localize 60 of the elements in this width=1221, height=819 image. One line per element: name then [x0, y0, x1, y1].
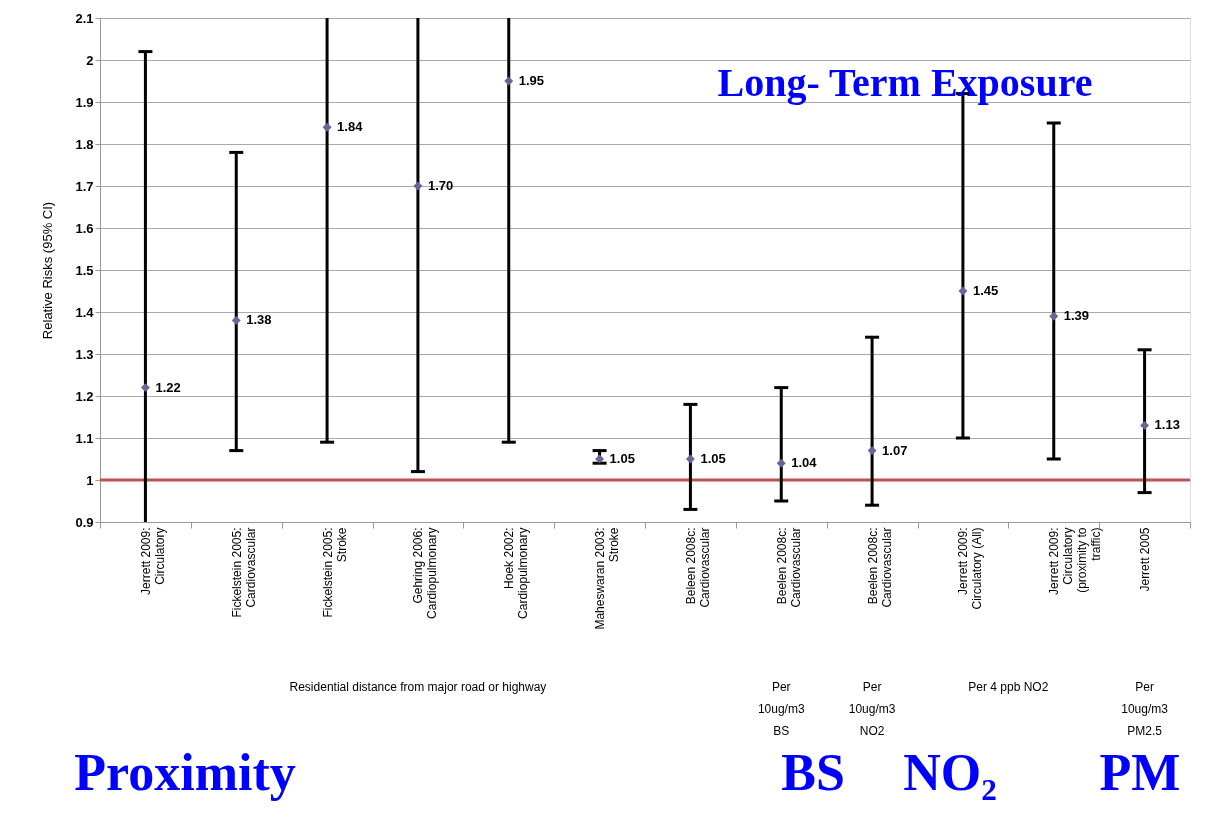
y-tick-label: 1.7 — [75, 178, 94, 194]
data-label: 1.04 — [791, 455, 818, 471]
x-tick-label: Jerrett 2009: Circulatory — [138, 527, 167, 595]
point — [140, 383, 150, 393]
x-tick-label: Beleen 2008c: Cardiovascular — [683, 527, 712, 608]
y-tick-label: 1.9 — [75, 94, 94, 110]
text: Per 10ug/m3 BS — [757, 680, 805, 738]
data-label: 1.05 — [609, 451, 635, 466]
data-label: 1.70 — [427, 178, 454, 193]
y-tick-label: 1.8 — [75, 136, 94, 152]
text: Residential distance from major road or highway — [289, 680, 547, 694]
x-tick-label: Jerrett 2005 — [1138, 527, 1153, 592]
point — [1140, 420, 1150, 430]
x-tick-label: Beelen 2008c: Cardiovascular — [774, 527, 803, 608]
data-label: 1.45 — [972, 283, 999, 298]
point — [595, 454, 605, 464]
text: Proximity — [74, 744, 296, 801]
point — [1049, 311, 1059, 321]
point — [504, 76, 514, 86]
point — [776, 458, 786, 468]
y-tick-label: 1.5 — [75, 262, 94, 278]
text: BS — [781, 744, 845, 801]
data-label: 1.05 — [700, 451, 726, 466]
y-tick-label: 1.1 — [75, 430, 94, 446]
x-tick-label: Fickelstein 2005: Stroke — [320, 527, 349, 618]
text: PM — [1099, 744, 1181, 801]
data-label: 1.95 — [518, 73, 545, 88]
y-tick-label: 1.3 — [75, 346, 94, 362]
data-label: 1.84 — [337, 119, 364, 135]
annotation: Long- Term Exposure — [717, 60, 1093, 105]
x-tick-label: Fickelstein 2005: Cardiovascular — [229, 527, 258, 618]
x-tick-label: Jerrett 2009: Circulatory (proximity to traffic) — [1047, 527, 1104, 595]
y-tick-label: 1.6 — [75, 220, 94, 236]
y-tick-label: 2.1 — [75, 10, 94, 26]
x-tick-label: Hoek 2002: Cardiopulmonary — [502, 527, 531, 619]
data-label: 1.38 — [246, 312, 272, 328]
x-tick-label: Gehring 2006: Cardiopulmonary — [411, 527, 440, 619]
text: Per 10ug/m3 PM2.5 — [1121, 680, 1169, 738]
text: Per 10ug/m3 NO2 — [848, 680, 896, 738]
point — [322, 122, 332, 132]
point — [867, 446, 877, 456]
y-tick-label: 2 — [86, 52, 94, 68]
data-label: 1.39 — [1063, 308, 1090, 324]
y-tick-label: 1 — [86, 472, 94, 488]
point — [958, 286, 968, 296]
point — [231, 315, 241, 325]
x-tick-label: Jerrett 2009: Circulatory (All) — [956, 527, 985, 610]
y-tick-label: 0.9 — [75, 514, 94, 530]
y-axis-title: Relative Risks (95% CI) — [40, 201, 56, 340]
y-tick-label: 1.4 — [75, 304, 95, 320]
x-tick-label: Maheswaran 2003: Stroke — [593, 527, 622, 630]
text: NO₂ — [903, 744, 997, 801]
data-label: 1.22 — [155, 379, 181, 395]
data-label: 1.07 — [882, 442, 908, 458]
text: Per 4 ppb NO2 — [968, 680, 1049, 694]
data-label: 1.13 — [1154, 417, 1180, 433]
point — [685, 454, 695, 464]
point — [413, 181, 423, 191]
y-tick-label: 1.2 — [75, 388, 94, 404]
x-tick-label: Beelen 2008c: Cardiovascular — [865, 527, 894, 608]
